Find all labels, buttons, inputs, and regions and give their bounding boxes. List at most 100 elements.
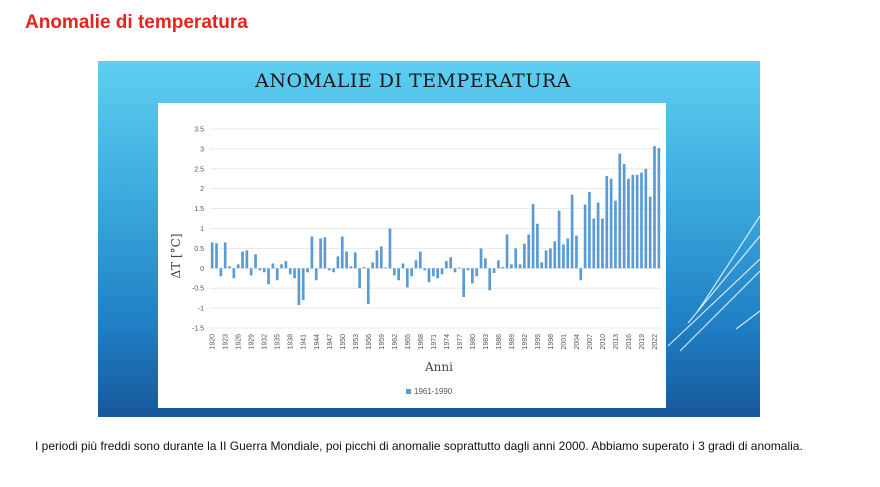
bar [601, 218, 604, 269]
bar [627, 178, 630, 269]
bar [232, 268, 236, 279]
bar [575, 235, 578, 269]
x-tick-label: 2013 [613, 334, 620, 350]
y-tick-label: 1 [200, 226, 204, 233]
slide-title: ANOMALIE DI TEMPERATURA [255, 70, 571, 92]
bar [397, 268, 400, 281]
x-tick-label: 1932 [262, 334, 269, 350]
bar [379, 246, 383, 269]
bar [653, 146, 656, 269]
bar [332, 268, 335, 273]
bar [583, 204, 587, 269]
x-tick-label: 2019 [639, 334, 646, 350]
bar [427, 268, 431, 283]
bar [622, 164, 626, 269]
x-tick-label: 1977 [457, 334, 464, 350]
bar [280, 264, 283, 269]
bar [388, 228, 392, 269]
bar [523, 243, 526, 269]
legend-swatch [406, 389, 411, 394]
bar [358, 268, 361, 289]
bar [553, 241, 557, 269]
bar [544, 250, 548, 269]
x-tick-label: 1992 [522, 334, 529, 350]
page-title: Anomalie di temperatura [25, 12, 248, 33]
bar [518, 264, 522, 269]
x-tick-label: 1983 [483, 334, 490, 350]
bar [275, 268, 279, 281]
x-tick-label: 1980 [470, 334, 477, 350]
x-tick-label: 1944 [314, 334, 321, 350]
x-tick-label: 1929 [249, 334, 256, 350]
y-tick-label: 0.5 [194, 246, 204, 253]
bar [410, 268, 413, 277]
x-tick-label: 2007 [587, 334, 594, 350]
legend: 1961-1990 [406, 387, 453, 396]
bar [484, 258, 487, 269]
bar [323, 237, 327, 269]
bar [458, 267, 461, 269]
bar [466, 268, 470, 271]
bar [471, 268, 474, 284]
x-tick-label: 2010 [600, 334, 607, 350]
x-tick-label: 1965 [405, 334, 412, 350]
bar [219, 268, 223, 277]
bar [310, 236, 314, 269]
slide-decoration-lines [667, 215, 760, 352]
bar [462, 268, 466, 297]
x-tick-label: 1920 [210, 334, 217, 350]
bar [514, 248, 518, 269]
bar [596, 202, 600, 269]
bar [505, 234, 509, 269]
x-tick-label: 1986 [496, 334, 503, 350]
bar [366, 268, 370, 305]
bar [479, 248, 483, 269]
bar [284, 261, 288, 269]
bar [570, 194, 574, 269]
bar [401, 263, 405, 269]
bar [353, 252, 357, 269]
bar [605, 175, 609, 269]
bar [644, 168, 648, 269]
x-tick-label: 1923 [223, 334, 230, 350]
bar [267, 268, 270, 285]
bar [345, 251, 348, 269]
bar [236, 264, 240, 269]
x-tick-label: 1926 [236, 334, 243, 350]
bar [314, 268, 318, 281]
x-tick-label: 1968 [418, 334, 425, 350]
x-tick-label: 1953 [353, 334, 360, 350]
bar [301, 268, 305, 301]
y-tick-label: 1.5 [194, 206, 204, 213]
x-tick-label: 1947 [327, 334, 334, 350]
bar [453, 268, 457, 273]
bar [249, 268, 253, 276]
bar [418, 251, 422, 269]
bar [228, 266, 231, 269]
bar [531, 203, 535, 269]
bar [618, 153, 622, 269]
bar [262, 268, 266, 273]
y-tick-label: 2 [200, 186, 204, 193]
bar [635, 174, 639, 269]
bar [340, 236, 344, 269]
bar [588, 191, 591, 269]
bar [657, 148, 661, 269]
bar [288, 268, 292, 275]
y-tick-label: -1.5 [192, 326, 204, 333]
bar [497, 260, 500, 269]
bar [215, 243, 218, 269]
bar [210, 242, 214, 269]
bar [414, 260, 418, 269]
bar [371, 262, 374, 269]
x-tick-label: 2001 [561, 334, 568, 350]
x-tick-label: 2004 [574, 334, 581, 350]
caption-text: I periodi più freddi sono durante la II … [35, 439, 803, 453]
x-tick-label: 1995 [535, 334, 542, 350]
bar [449, 257, 453, 269]
bar [492, 268, 496, 274]
bar [549, 248, 552, 269]
bar [423, 268, 426, 271]
x-tick-label: 1971 [431, 334, 438, 350]
bar [640, 172, 643, 269]
